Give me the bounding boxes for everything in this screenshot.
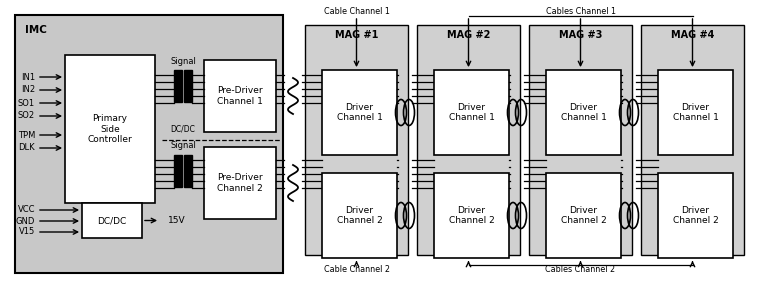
Bar <box>184 155 192 187</box>
Text: Driver
Channel 2: Driver Channel 2 <box>336 206 382 225</box>
Text: MAG #3: MAG #3 <box>559 30 602 40</box>
Bar <box>658 70 733 155</box>
Text: Cables Channel 2: Cables Channel 2 <box>545 266 616 275</box>
Text: SO1: SO1 <box>18 99 35 108</box>
Text: Driver
Channel 1: Driver Channel 1 <box>673 103 718 122</box>
Bar <box>204 60 276 132</box>
Text: Driver
Channel 1: Driver Channel 1 <box>449 103 495 122</box>
Text: Driver
Channel 2: Driver Channel 2 <box>561 206 607 225</box>
Text: MAG #4: MAG #4 <box>670 30 714 40</box>
Bar <box>305 25 408 255</box>
Text: Driver
Channel 2: Driver Channel 2 <box>673 206 718 225</box>
Text: Cable Channel 2: Cable Channel 2 <box>323 266 389 275</box>
Text: Pre-Driver
Channel 1: Pre-Driver Channel 1 <box>217 86 263 106</box>
Bar <box>434 70 509 155</box>
Bar <box>322 70 397 155</box>
Text: TPM: TPM <box>18 130 35 139</box>
Bar <box>658 173 733 258</box>
Bar <box>204 147 276 219</box>
Text: VCC: VCC <box>18 205 35 214</box>
Text: Driver
Channel 1: Driver Channel 1 <box>336 103 382 122</box>
Text: DLK: DLK <box>18 144 35 153</box>
Bar <box>322 173 397 258</box>
Text: DC/DC: DC/DC <box>170 124 195 133</box>
Bar <box>417 25 520 255</box>
Text: 15V: 15V <box>168 216 186 225</box>
Bar <box>174 70 182 102</box>
Text: DC/DC: DC/DC <box>98 216 127 225</box>
Text: GND: GND <box>15 216 35 225</box>
Bar <box>15 15 283 273</box>
Text: Driver
Channel 2: Driver Channel 2 <box>449 206 495 225</box>
Text: IN1: IN1 <box>21 72 35 81</box>
Bar <box>641 25 744 255</box>
Bar <box>174 155 182 187</box>
Text: Pre-Driver
Channel 2: Pre-Driver Channel 2 <box>217 173 263 193</box>
Text: V15: V15 <box>18 228 35 237</box>
Bar <box>529 25 632 255</box>
Text: SO2: SO2 <box>18 112 35 121</box>
Text: Signal: Signal <box>170 56 196 65</box>
Bar <box>546 173 621 258</box>
Text: Cables Channel 1: Cables Channel 1 <box>545 6 615 15</box>
Text: IN2: IN2 <box>21 85 35 94</box>
Text: IMC: IMC <box>25 25 47 35</box>
Text: MAG #2: MAG #2 <box>447 30 490 40</box>
Bar <box>82 203 142 238</box>
Text: Driver
Channel 1: Driver Channel 1 <box>561 103 607 122</box>
Bar <box>546 70 621 155</box>
Text: Primary
Side
Controller: Primary Side Controller <box>88 114 132 144</box>
Text: Cable Channel 1: Cable Channel 1 <box>323 6 389 15</box>
Bar <box>434 173 509 258</box>
Bar <box>65 55 155 203</box>
Text: MAG #1: MAG #1 <box>335 30 378 40</box>
Text: Signal: Signal <box>170 142 196 151</box>
Bar <box>184 70 192 102</box>
